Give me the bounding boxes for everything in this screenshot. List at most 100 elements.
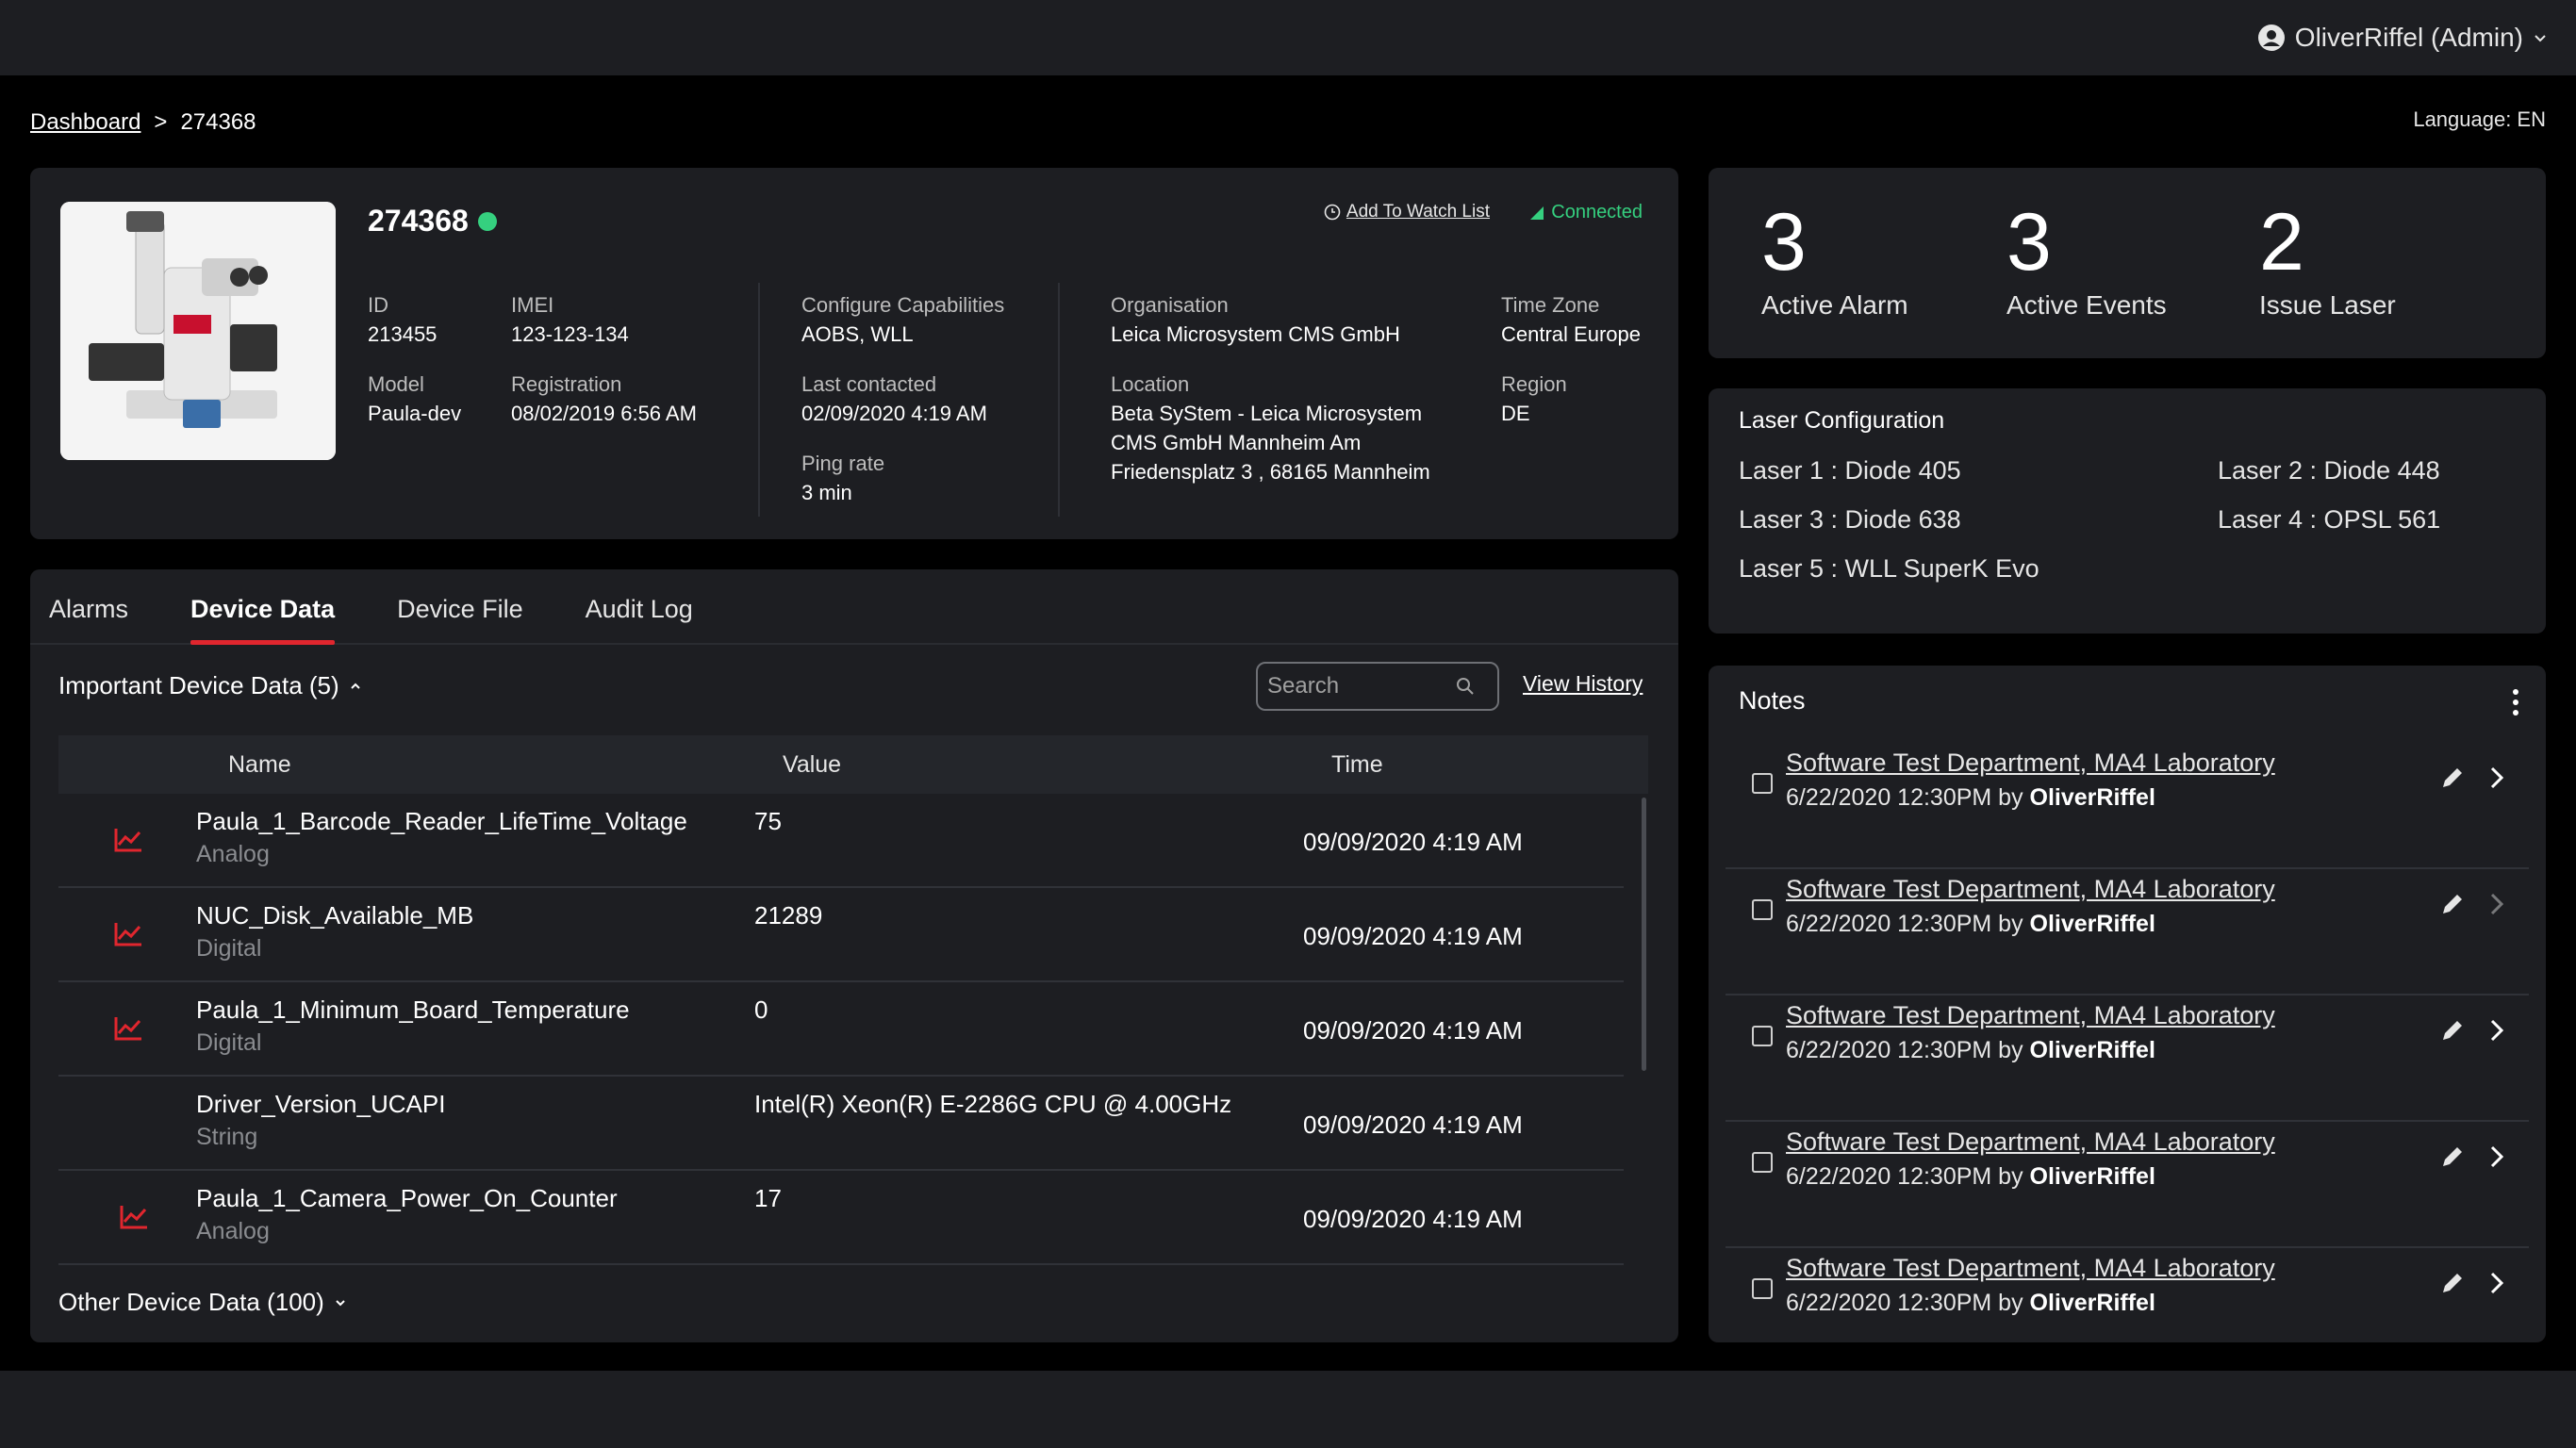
important-data-toggle[interactable]: Important Device Data (5) — [58, 671, 362, 700]
note-date: 6/22/2020 12:30PM by — [1786, 1290, 2023, 1316]
note-checkbox[interactable] — [1752, 1026, 1773, 1046]
device-data-panel: Alarms Device Data Device File Audit Log… — [30, 569, 1678, 1342]
note-date: 6/22/2020 12:30PM by — [1786, 911, 2023, 937]
language-indicator[interactable]: Language: EN — [2413, 107, 2546, 131]
chevron-down-icon — [2535, 35, 2546, 42]
laser-item: Laser 1 : Diode 405 — [1739, 456, 1961, 485]
field-value: Paula-dev — [368, 402, 462, 425]
column-header-time[interactable]: Time — [1331, 751, 1383, 778]
search-icon[interactable] — [1456, 677, 1475, 696]
table-scrollbar[interactable] — [1642, 798, 1646, 1071]
pencil-icon[interactable] — [2438, 1016, 2467, 1045]
trend-chart-icon[interactable] — [113, 1014, 143, 1043]
table-row[interactable]: Paula_1_Minimum_Board_Temperature Digita… — [58, 982, 1624, 1077]
breadcrumb-current: 274368 — [180, 109, 256, 135]
breadcrumb-dashboard-link[interactable]: Dashboard — [30, 109, 141, 135]
stat-label: Active Events — [2006, 290, 2167, 320]
row-value: 17 — [754, 1184, 782, 1212]
pencil-icon[interactable] — [2438, 1269, 2467, 1297]
chevron-right-icon[interactable] — [2485, 1269, 2508, 1297]
chevron-right-icon[interactable] — [2485, 764, 2508, 792]
search-field[interactable] — [1256, 662, 1499, 711]
laser-configuration-panel: Laser Configuration Laser 1 : Diode 405 … — [1709, 388, 2546, 634]
field-value: Friedensplatz 3 , 68165 Mannheim — [1111, 460, 1430, 484]
tab-audit-log[interactable]: Audit Log — [585, 595, 693, 623]
pencil-icon[interactable] — [2438, 1143, 2467, 1171]
view-history-link[interactable]: View History — [1523, 671, 1643, 696]
table-row[interactable]: NUC_Disk_Available_MB Digital 21289 09/0… — [58, 888, 1624, 982]
field-location: Location Beta SyStem - Leica Microsystem… — [1111, 370, 1430, 486]
laser-item: Laser 4 : OPSL 561 — [2218, 505, 2441, 534]
row-value: 21289 — [754, 901, 823, 930]
row-type: String — [196, 1124, 258, 1150]
field-label: Ping rate — [801, 452, 885, 475]
note-item: Software Test Department, MA4 Laboratory… — [1726, 743, 2529, 869]
tab-device-data[interactable]: Device Data — [190, 595, 336, 645]
note-author: OliverRiffel — [2029, 1037, 2155, 1063]
trend-chart-icon[interactable] — [113, 920, 143, 948]
row-name: Paula_1_Barcode_Reader_LifeTime_Voltage — [196, 807, 687, 835]
column-header-name[interactable]: Name — [228, 751, 291, 778]
field-capabilities: Configure Capabilities AOBS, WLL — [801, 290, 1004, 349]
field-model: Model Paula-dev — [368, 370, 461, 428]
device-data-table: Paula_1_Barcode_Reader_LifeTime_Voltage … — [58, 794, 1624, 1265]
stat-number: 3 — [2006, 197, 2052, 288]
stat-number: 2 — [2259, 197, 2304, 288]
chevron-right-icon[interactable] — [2485, 1016, 2508, 1045]
note-item: Software Test Department, MA4 Laboratory… — [1726, 869, 2529, 996]
note-title-link[interactable]: Software Test Department, MA4 Laboratory — [1786, 1001, 2275, 1029]
more-options-icon[interactable] — [2506, 686, 2525, 718]
stat-label: Active Alarm — [1761, 290, 1908, 320]
online-status-dot — [477, 211, 497, 231]
stat-issue-laser[interactable]: 2 Issue Laser — [2259, 200, 2396, 321]
tab-alarms[interactable]: Alarms — [49, 595, 129, 623]
stat-active-alarm[interactable]: 3 Active Alarm — [1761, 200, 1908, 321]
note-checkbox[interactable] — [1752, 1278, 1773, 1299]
stat-number: 3 — [1761, 197, 1807, 288]
stat-active-events[interactable]: 3 Active Events — [2006, 200, 2167, 321]
note-meta: 6/22/2020 12:30PM by OliverRiffel — [1786, 1163, 2155, 1191]
field-value: 3 min — [801, 481, 852, 504]
device-info-card: 274368 Add To Watch List Connected ID 21… — [30, 168, 1678, 539]
column-header-value[interactable]: Value — [783, 751, 842, 778]
field-label: Location — [1111, 372, 1190, 396]
tab-bar: Alarms Device Data Device File Audit Log — [30, 569, 1678, 645]
note-checkbox[interactable] — [1752, 773, 1773, 794]
device-image — [60, 202, 336, 460]
note-checkbox[interactable] — [1752, 899, 1773, 920]
note-title-link[interactable]: Software Test Department, MA4 Laboratory — [1786, 875, 2275, 903]
field-label: Region — [1501, 372, 1567, 396]
chevron-right-icon[interactable] — [2485, 890, 2508, 918]
row-type: Digital — [196, 1029, 262, 1056]
field-timezone: Time Zone Central Europe — [1501, 290, 1641, 349]
pencil-icon[interactable] — [2438, 890, 2467, 918]
add-to-watchlist-link[interactable]: Add To Watch List — [1324, 202, 1490, 222]
table-row[interactable]: Driver_Version_UCAPI String Intel(R) Xeo… — [58, 1077, 1624, 1171]
note-item: Software Test Department, MA4 Laboratory… — [1726, 996, 2529, 1122]
device-title: 274368 — [368, 204, 497, 239]
table-row[interactable]: Paula_1_Barcode_Reader_LifeTime_Voltage … — [58, 794, 1624, 888]
table-row[interactable]: Paula_1_Camera_Power_On_Counter Analog 1… — [58, 1171, 1624, 1265]
pencil-icon[interactable] — [2438, 764, 2467, 792]
search-input[interactable] — [1267, 673, 1456, 699]
note-checkbox[interactable] — [1752, 1152, 1773, 1173]
chevron-down-icon — [336, 1299, 345, 1306]
chevron-right-icon[interactable] — [2485, 1143, 2508, 1171]
note-title-link[interactable]: Software Test Department, MA4 Laboratory — [1786, 1127, 2275, 1156]
trend-chart-icon[interactable] — [119, 1203, 149, 1231]
field-value: 08/02/2019 6:56 AM — [511, 402, 697, 425]
field-value: AOBS, WLL — [801, 322, 914, 346]
row-time: 09/09/2020 4:19 AM — [1303, 922, 1523, 950]
field-imei: IMEI 123-123-134 — [511, 290, 629, 349]
field-last-contacted: Last contacted 02/09/2020 4:19 AM — [801, 370, 987, 428]
trend-chart-icon[interactable] — [113, 826, 143, 854]
note-title-link[interactable]: Software Test Department, MA4 Laboratory — [1786, 1254, 2275, 1282]
note-author: OliverRiffel — [2029, 911, 2155, 937]
note-author: OliverRiffel — [2029, 1290, 2155, 1316]
other-data-toggle[interactable]: Other Device Data (100) — [58, 1288, 347, 1317]
row-type: Analog — [196, 1218, 270, 1244]
user-menu[interactable]: OliverRiffel (Admin) — [2257, 19, 2548, 57]
note-title-link[interactable]: Software Test Department, MA4 Laboratory — [1786, 749, 2275, 777]
connection-status: Connected — [1528, 202, 1643, 223]
tab-device-file[interactable]: Device File — [397, 595, 523, 623]
